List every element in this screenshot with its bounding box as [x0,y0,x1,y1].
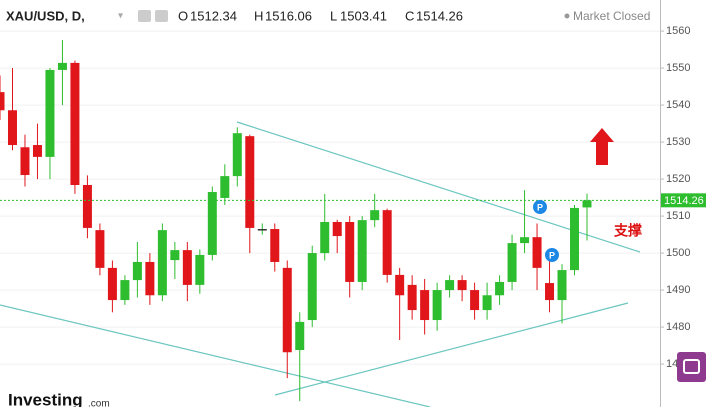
candle-body [445,280,455,291]
candle-body [332,222,342,237]
candle-body [0,92,5,111]
up-arrow [590,128,614,165]
candle-body [195,254,205,285]
candle-body [570,207,580,271]
market-status: Market Closed [573,9,650,23]
candle-body [470,290,480,311]
pivot-marker-text: P [549,250,555,260]
open-label: O [178,8,188,23]
candle-body [145,261,155,296]
candle-body [495,281,505,296]
candle-body [357,220,367,282]
close-label: C [405,8,414,23]
candle-body [7,110,17,146]
y-tick-label: 1560 [666,25,690,37]
candle-body [257,229,267,231]
candle-body [32,145,42,157]
candle-body [245,136,255,228]
candle-body [420,290,430,321]
y-tick-label: 1540 [666,99,690,111]
candle-body [320,222,330,254]
candle-body [557,270,567,301]
candle-body [170,250,180,261]
y-tick-label: 1550 [666,62,690,74]
last-price-label: 1514.26 [664,195,704,207]
y-tick-label: 1510 [666,210,690,222]
settings-icon[interactable] [138,10,151,22]
candle-body [82,185,92,228]
candle-body [70,62,80,185]
candle-body [507,243,517,282]
y-tick-label: 1490 [666,284,690,296]
dropdown-icon[interactable]: ▾ [118,11,123,22]
candle-body [207,192,217,255]
candle-body [432,290,442,321]
symbol: XAU/USD, D, [6,8,85,23]
open-value: 1512.34 [190,8,237,23]
candle-body [157,230,167,296]
y-tick-label: 1520 [666,173,690,185]
logo-suffix: .com [88,399,110,407]
widget-icon[interactable] [677,352,706,382]
pivot-marker[interactable] [545,248,559,262]
close-value: 1514.26 [416,8,463,23]
candle-body [182,250,192,285]
logo: Investing [8,390,83,407]
candle-body [95,230,105,268]
candle-body [520,237,530,244]
candle-body [307,253,317,321]
candle-body [20,147,30,176]
candle-body [407,284,417,311]
camera-icon[interactable] [155,10,168,22]
trend-line [274,302,629,396]
candle-body [120,280,130,301]
candle-body [482,295,492,311]
low-label: L [330,8,337,23]
low-value: 1503.41 [340,8,387,23]
candle-body [232,133,242,177]
y-tick-label: 1480 [666,321,690,333]
y-tick-label: 1530 [666,136,690,148]
widget-icon-glyph [683,359,700,374]
candle-body [457,280,467,291]
candle-body [345,222,355,282]
status-dot [564,13,570,19]
last-price-tag [661,193,706,208]
candle-body [582,200,592,208]
candle-body [220,176,230,198]
candle-body [532,237,542,268]
candle-body [45,69,55,157]
support-label: 支撑 [613,223,642,239]
candle-body [370,210,380,221]
candle-body [107,267,117,301]
pivot-marker-text: P [537,202,543,212]
y-tick-label: 1500 [666,247,690,259]
candle-body [57,62,67,70]
candle-body [382,210,392,275]
pivot-marker[interactable] [533,200,547,214]
candle-body [295,321,305,351]
candle-body [282,267,292,353]
candle-body [270,229,280,262]
candle-body [132,261,142,281]
grid [0,30,660,365]
high-label: H [254,8,263,23]
candles [0,39,592,402]
high-value: 1516.06 [265,8,312,23]
candle-body [395,274,405,296]
trend-line [236,121,641,253]
trend-line [0,304,431,407]
candle-body [545,283,555,301]
